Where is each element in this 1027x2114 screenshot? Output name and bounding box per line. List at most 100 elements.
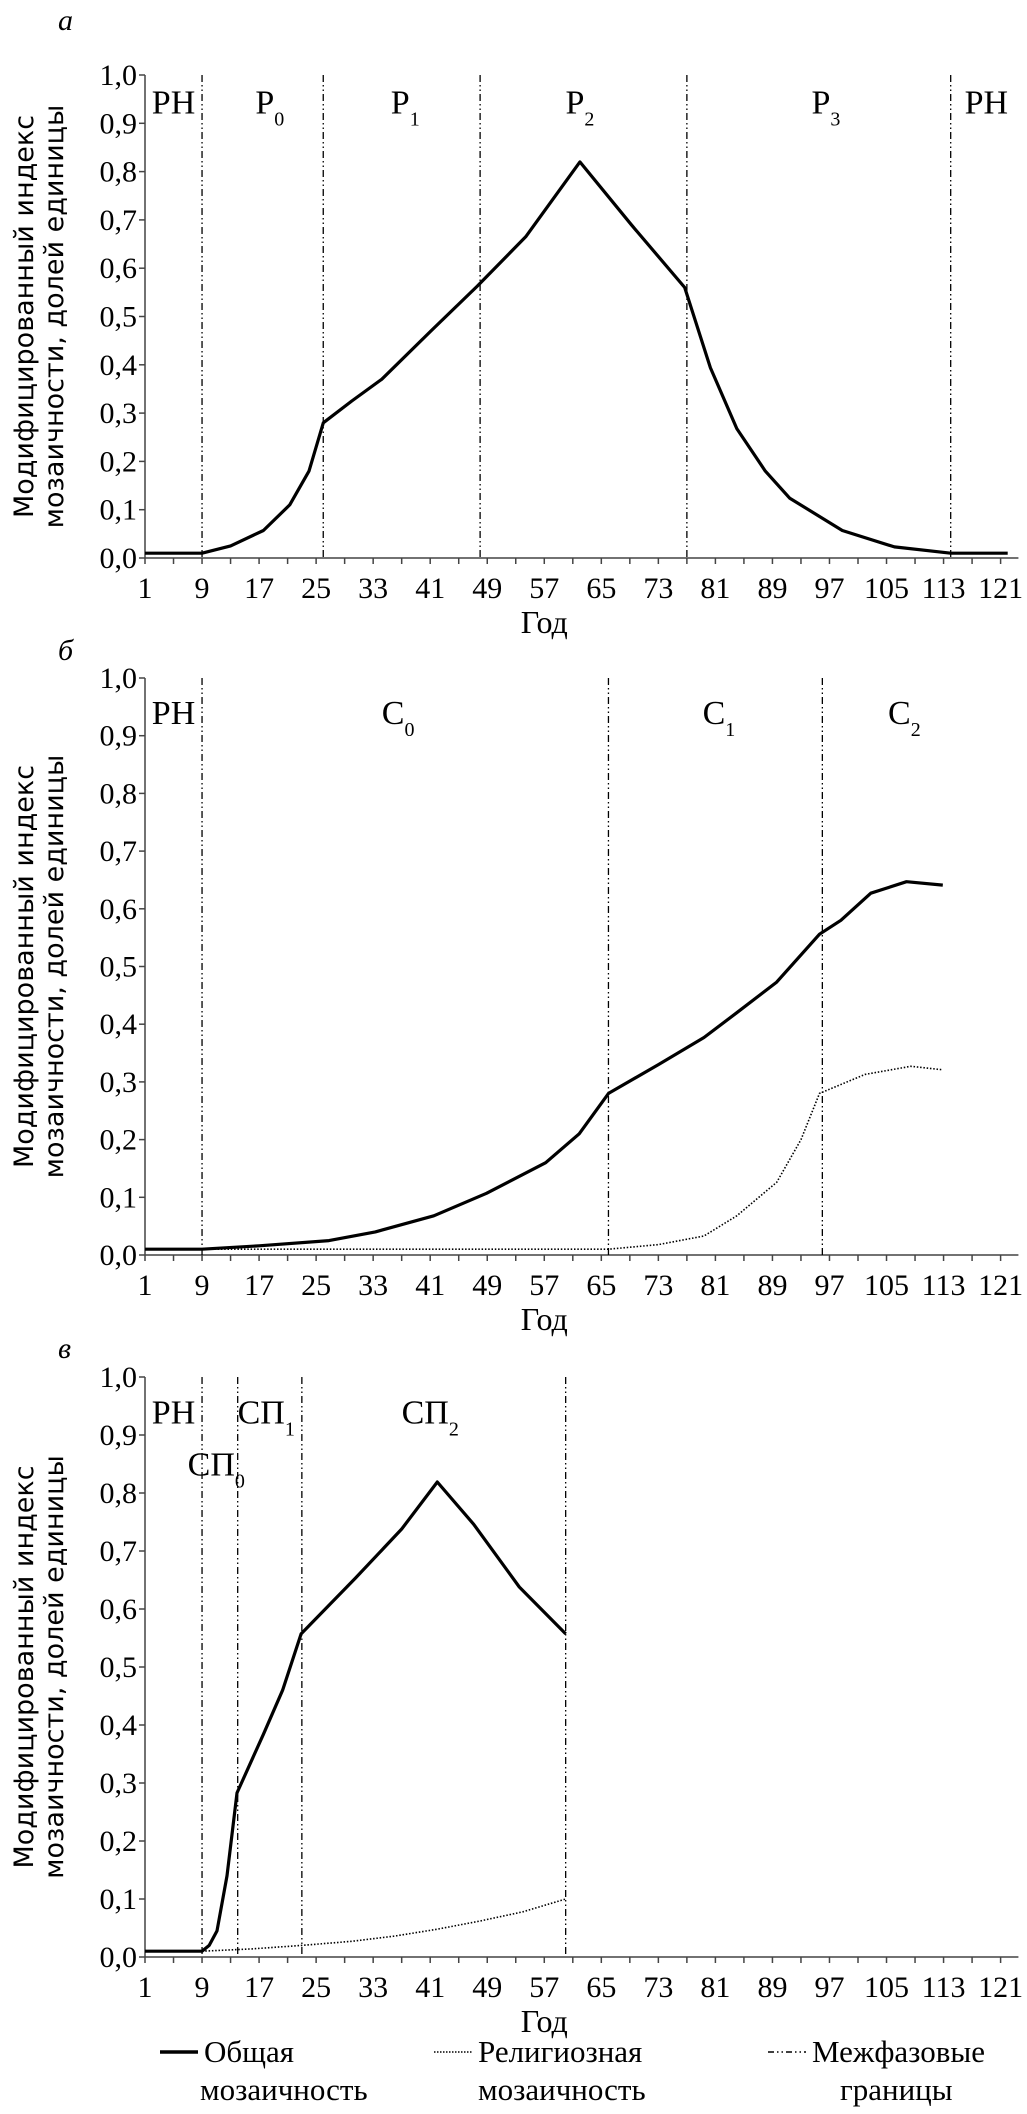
x-tick-label: 17 [244, 572, 274, 605]
x-tick-label: 73 [643, 1971, 673, 2004]
phase-label-main: PH [965, 85, 1008, 122]
x-tick-label: 25 [301, 1269, 331, 1302]
y-tick-label: 0,4 [100, 1008, 138, 1041]
y-axis-label: Модифицированный индекс [9, 1465, 40, 1868]
chart-panel-1: б Модифицированный индекс мозаичности, дол… [9, 634, 1023, 1337]
x-tick-label: 49 [472, 572, 502, 605]
x-tick-label: 113 [922, 1971, 966, 2004]
phase-label-main: C [703, 695, 726, 732]
x-tick-label: 81 [700, 1971, 730, 2004]
phase-label-main: PH [152, 85, 195, 122]
phase-label-subscript: 0 [274, 109, 284, 131]
x-tick-label: 57 [529, 572, 559, 605]
phase-label-subscript: 1 [725, 719, 735, 741]
phase-label-main: P [811, 85, 830, 122]
legend-label-general-1: Общая [204, 2034, 294, 2069]
x-axis-label: Год [521, 1301, 568, 1337]
x-tick-label: 1 [138, 572, 153, 605]
x-tick-label: 89 [757, 1269, 787, 1302]
y-axis-label: Модифицированный индекс [9, 765, 40, 1168]
phase-label: СП0 [188, 1447, 245, 1493]
x-tick-label: 105 [864, 1269, 909, 1302]
y-tick-label: 0,3 [100, 397, 138, 430]
x-tick-label: 1 [138, 1269, 153, 1302]
series-line-religious [145, 1065, 943, 1250]
x-tick-label: 25 [301, 572, 331, 605]
panel-letter: б [58, 634, 74, 667]
y-tick-label: 0,9 [100, 1419, 138, 1452]
x-tick-label: 9 [195, 572, 210, 605]
phase-label-main: C [382, 695, 405, 732]
phase-label-subscript: 1 [285, 1418, 295, 1440]
x-tick-label: 17 [244, 1971, 274, 2004]
x-tick-label: 41 [415, 1971, 445, 2004]
phase-label-main: C [888, 695, 911, 732]
series-line-general [145, 880, 943, 1251]
x-tick-label: 81 [700, 572, 730, 605]
y-axis-label: мозаичности, долей единицы [39, 755, 70, 1179]
panel-letter: в [58, 1332, 71, 1365]
phase-label-main: СП [402, 1394, 449, 1431]
phase-label-subscript: 0 [235, 1471, 245, 1493]
y-tick-label: 0,3 [100, 1767, 138, 1800]
y-tick-label: 0,1 [100, 494, 138, 527]
y-tick-label: 0,2 [100, 1825, 138, 1858]
x-tick-label: 113 [922, 572, 966, 605]
y-axis-label: Модифицированный индекс [9, 115, 40, 518]
x-tick-label: 49 [472, 1269, 502, 1302]
phase-label: PH [152, 1394, 195, 1431]
x-tick-label: 9 [195, 1269, 210, 1302]
phase-label-subscript: 2 [584, 109, 594, 131]
phase-label-main: PH [152, 695, 195, 732]
x-tick-label: 97 [814, 1971, 844, 2004]
series-line-religious [201, 1898, 566, 1952]
phase-label-subscript: 1 [410, 109, 420, 131]
phase-label-main: СП [238, 1394, 285, 1431]
phase-label-main: PH [152, 1394, 195, 1431]
x-tick-label: 57 [529, 1971, 559, 2004]
phase-label: P1 [391, 85, 420, 131]
y-tick-label: 0,7 [100, 835, 138, 868]
x-tick-label: 25 [301, 1971, 331, 2004]
legend-label-general-2: мозаичность [200, 2072, 368, 2107]
y-tick-label: 1,0 [100, 59, 138, 92]
x-tick-label: 105 [864, 1971, 909, 2004]
y-tick-label: 0,3 [100, 1066, 138, 1099]
y-axis-label: мозаичности, долей единицы [39, 1455, 70, 1879]
x-tick-label: 41 [415, 1269, 445, 1302]
y-tick-label: 0,1 [100, 1883, 138, 1916]
phase-label-main: P [255, 85, 274, 122]
y-tick-label: 0,9 [100, 720, 138, 753]
x-tick-label: 121 [978, 1971, 1023, 2004]
phase-label: P0 [255, 85, 284, 131]
phase-label-subscript: 2 [911, 719, 921, 741]
x-tick-label: 57 [529, 1269, 559, 1302]
y-tick-label: 0,6 [100, 893, 138, 926]
phase-label: PH [152, 85, 195, 122]
y-tick-label: 0,0 [100, 1941, 138, 1974]
x-tick-label: 73 [643, 1269, 673, 1302]
x-tick-label: 97 [814, 1269, 844, 1302]
phase-label-subscript: 3 [830, 109, 840, 131]
phase-label: СП2 [402, 1394, 459, 1440]
phase-label: C1 [703, 695, 736, 741]
y-tick-label: 0,0 [100, 1239, 138, 1272]
x-tick-label: 81 [700, 1269, 730, 1302]
phase-label: PH [152, 695, 195, 732]
phase-label-main: СП [188, 1447, 235, 1484]
y-tick-label: 0,5 [100, 951, 138, 984]
x-tick-label: 1 [138, 1971, 153, 2004]
panel-letter: а [58, 4, 73, 37]
series-line-general [145, 160, 1008, 555]
y-tick-label: 0,5 [100, 301, 138, 334]
phase-label-subscript: 0 [404, 719, 414, 741]
legend-label-religious-2: мозаичность [478, 2072, 646, 2107]
y-tick-label: 0,4 [100, 349, 138, 382]
y-tick-label: 0,7 [100, 204, 138, 237]
y-tick-label: 0,6 [100, 1593, 138, 1626]
x-axis-label: Год [521, 604, 568, 640]
series-line-general [145, 1480, 567, 1953]
legend: Общая мозаичность Религиозная мозаичност… [160, 2034, 985, 2107]
